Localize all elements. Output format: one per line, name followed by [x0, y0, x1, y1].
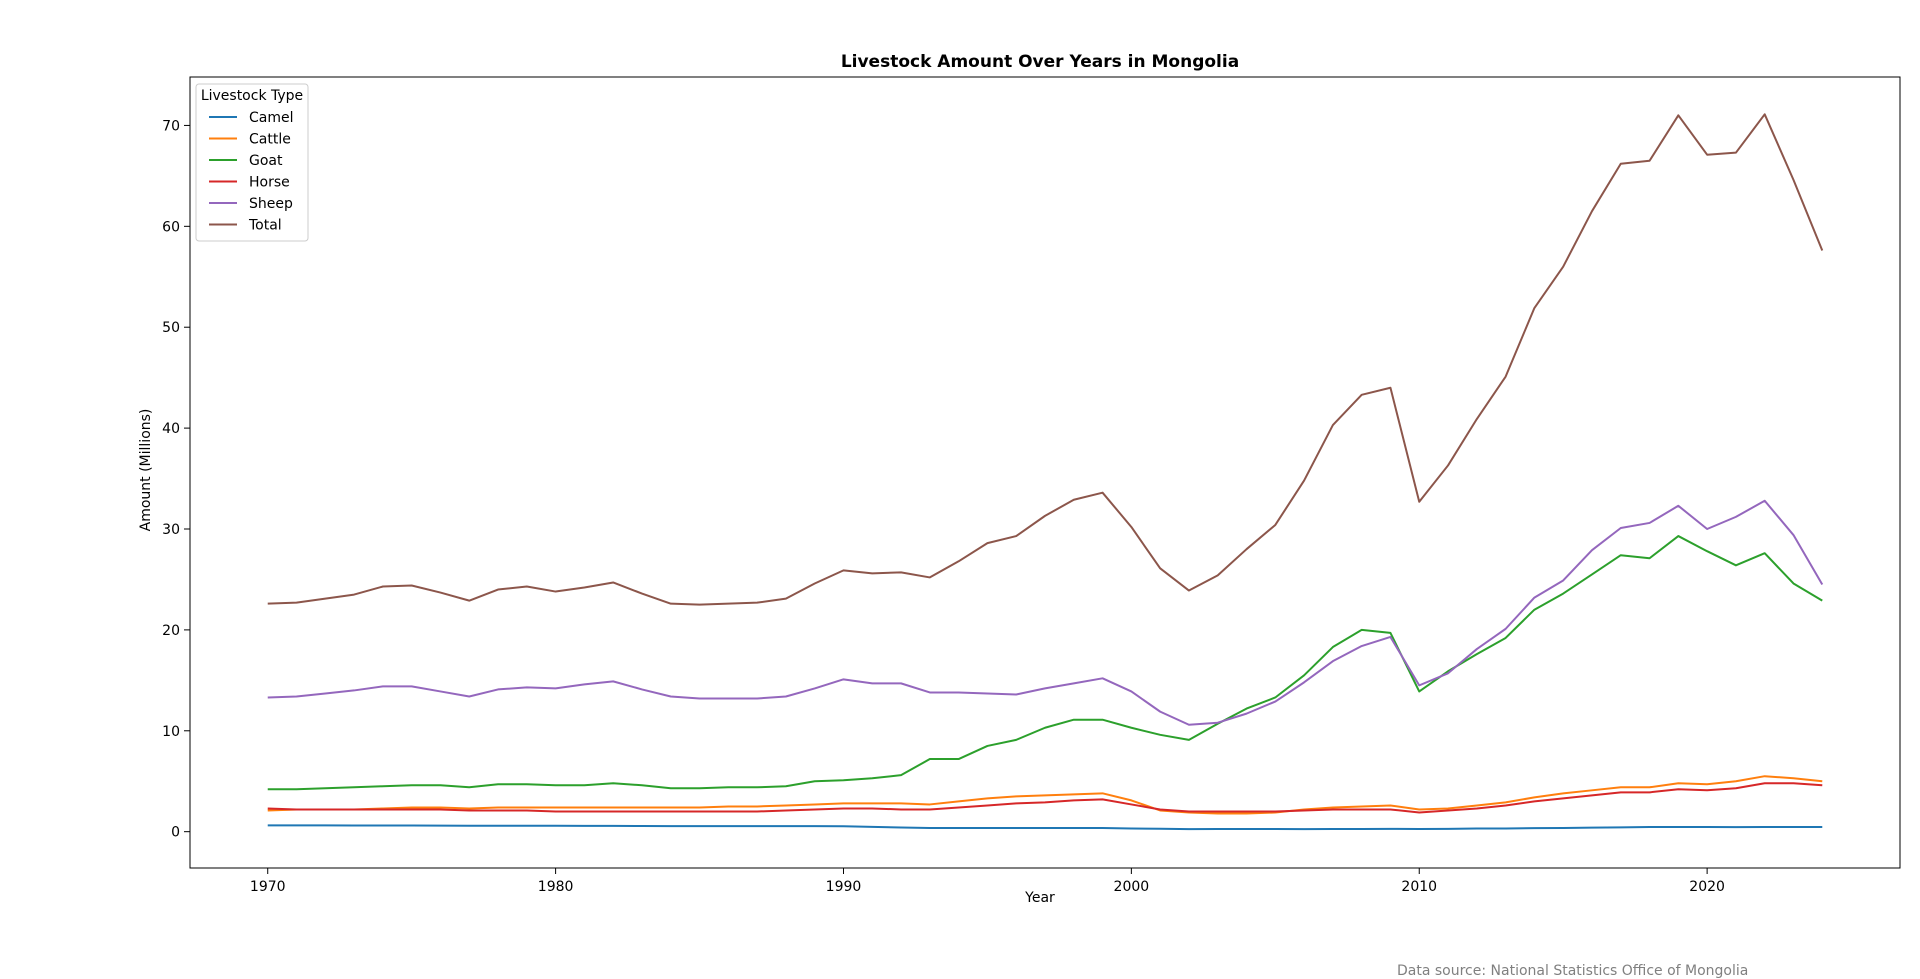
y-tick-label: 50 [162, 320, 180, 336]
chart-title: Livestock Amount Over Years in Mongolia [841, 52, 1239, 72]
series-line-cattle [267, 775, 1823, 815]
legend: Livestock Type Camel Cattle Goat Horse Sheep T… [195, 83, 309, 242]
series-line-horse [267, 782, 1823, 814]
plot-area [267, 113, 1824, 831]
axes: 1970 1980 1990 2000 2010 2020 0 10 20 30 40 50 60 70 [162, 76, 1901, 895]
axes-frame [189, 76, 1901, 869]
legend-label-sheep: Sheep [249, 196, 293, 212]
y-axis-label: Amount (Millions) [138, 409, 154, 532]
x-tick-label: 1990 [826, 879, 862, 895]
y-tick-label: 10 [162, 724, 180, 740]
legend-label-goat: Goat [249, 153, 283, 169]
series-line-camel [267, 824, 1823, 831]
series-line-goat [267, 535, 1823, 791]
y-tick-label: 60 [162, 219, 180, 235]
legend-box [195, 83, 309, 242]
y-tick-label: 0 [171, 825, 180, 841]
legend-title: Livestock Type [201, 88, 303, 104]
y-tick-label: 20 [162, 623, 180, 639]
series-line-total [267, 113, 1824, 606]
x-tick-label: 2010 [1401, 879, 1437, 895]
y-tick-label: 30 [162, 522, 180, 538]
legend-label-cattle: Cattle [249, 132, 291, 148]
legend-label-horse: Horse [249, 175, 290, 191]
legend-label-camel: Camel [249, 110, 294, 126]
x-tick-label: 2020 [1689, 879, 1725, 895]
legend-label-total: Total [248, 218, 282, 234]
x-tick-label: 2000 [1114, 879, 1150, 895]
y-tick-label: 70 [162, 118, 180, 134]
y-tick-label: 40 [162, 421, 180, 437]
x-axis-label: Year [1024, 890, 1055, 906]
x-tick-label: 1970 [250, 879, 286, 895]
data-source-note: Data source: National Statistics Office … [1397, 963, 1749, 979]
x-tick-label: 1980 [538, 879, 574, 895]
series-line-sheep [267, 499, 1824, 726]
